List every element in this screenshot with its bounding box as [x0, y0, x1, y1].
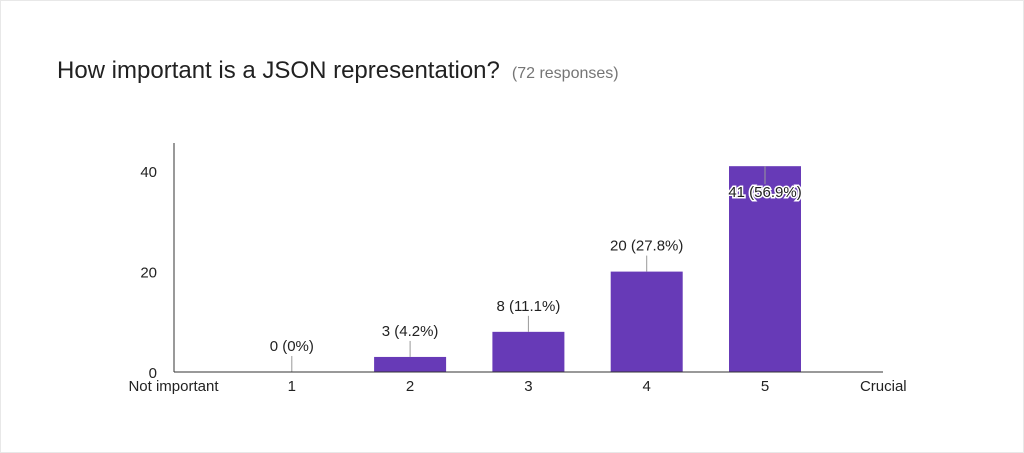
data-label: 0 (0%)	[270, 338, 314, 355]
bar	[374, 356, 447, 372]
x-axis-ticks: Not important 1 2 3 4 5 Crucial	[128, 378, 906, 395]
data-label: 8 (11.1%)	[496, 298, 560, 315]
data-labels: 0 (0%) 3 (4.2%) 8 (11.1%) 20 (27.8%) 41 (56.…	[270, 183, 803, 355]
data-label: 20 (27.8%)	[610, 238, 683, 255]
x-tick-label: 1	[288, 378, 296, 395]
y-tick-label: 0	[149, 365, 157, 382]
x-tick-label: 2	[406, 378, 414, 395]
data-label: 3 (4.2%)	[382, 323, 439, 340]
bars	[374, 166, 801, 372]
y-tick-label: 40	[140, 164, 157, 181]
response-count: (72 responses)	[511, 65, 619, 82]
question-title: How important is a JSON representation?	[57, 57, 500, 84]
bar	[729, 166, 801, 372]
title-row: How important is a JSON representation? …	[57, 57, 619, 85]
bar	[610, 271, 683, 372]
x-tick-label: 4	[643, 378, 651, 395]
x-tick-label: 5	[761, 378, 769, 395]
bar	[492, 331, 565, 372]
x-tick-label: Crucial	[860, 378, 907, 395]
y-tick-label: 20	[140, 265, 157, 282]
y-axis-ticks: 0 20 40	[140, 164, 157, 382]
data-label: 41 (56.9%)	[728, 184, 801, 201]
x-tick-label: Not important	[128, 378, 219, 395]
data-label-leaders	[291, 166, 766, 372]
x-tick-label: 3	[524, 378, 532, 395]
